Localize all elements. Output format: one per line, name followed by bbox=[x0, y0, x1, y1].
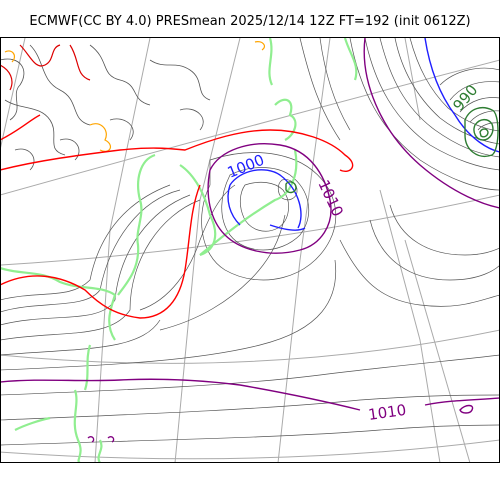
isobar-1000 bbox=[227, 37, 499, 231]
coastline-japan bbox=[179, 149, 298, 257]
minor-isobars bbox=[1, 37, 499, 446]
contour-label: 1010 bbox=[367, 401, 407, 424]
coastline-sakhalin bbox=[268, 37, 274, 86]
coastline-china bbox=[1, 267, 117, 341]
coastline-korea bbox=[117, 153, 156, 296]
map-title: ECMWF(CC BY 4.0) PRESmean 2025/12/14 12Z… bbox=[29, 14, 471, 29]
latitude-line bbox=[1, 59, 499, 196]
isobar-990 bbox=[285, 107, 499, 194]
contour-label: 1010 bbox=[314, 177, 346, 219]
topography-red bbox=[1, 44, 91, 91]
longitude-line bbox=[379, 189, 441, 463]
latitude-line bbox=[1, 194, 499, 266]
isobar-1010 bbox=[1, 37, 499, 443]
coastline-hokkaido bbox=[274, 98, 297, 141]
isobar-1020 bbox=[1, 114, 354, 319]
coastline-taiwan bbox=[83, 344, 92, 391]
coastlines bbox=[1, 37, 358, 463]
coastline-philippines bbox=[73, 389, 82, 463]
latitude-line bbox=[1, 329, 499, 364]
contour-label: 1000 bbox=[225, 151, 267, 182]
coastline-south bbox=[14, 416, 51, 431]
longitude-line bbox=[277, 37, 331, 463]
longitude-line bbox=[404, 37, 421, 121]
latitude-line bbox=[1, 439, 499, 460]
longitude-line bbox=[1, 37, 26, 148]
graticule bbox=[1, 37, 499, 463]
coastline-small bbox=[97, 439, 103, 463]
topography bbox=[1, 44, 211, 171]
coastline-kamchatka bbox=[343, 37, 358, 81]
contour-label: 990 bbox=[449, 81, 481, 115]
